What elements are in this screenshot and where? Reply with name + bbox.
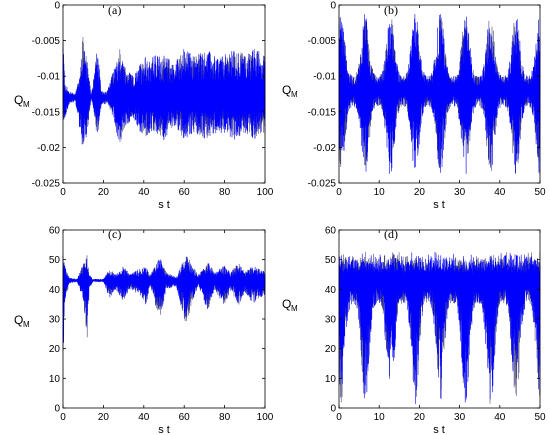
x-tick-label: 0 (60, 187, 66, 198)
y-tick-label: 60 (325, 226, 337, 237)
x-tick-label: 60 (179, 187, 191, 198)
series-line (338, 14, 541, 175)
series-line (62, 255, 266, 343)
x-tick-label: 0 (336, 187, 342, 198)
x-tick-label: 0 (336, 412, 342, 423)
y-tick-label: -0.015 (32, 107, 61, 118)
y-tick-label: -0.02 (37, 143, 60, 154)
y-tick-label: -0.005 (32, 36, 61, 47)
y-tick-label: 40 (49, 285, 61, 296)
panel-b-ylabel-sub: M (291, 90, 298, 99)
x-tick-label: 40 (138, 187, 150, 198)
x-tick-label: 20 (98, 187, 110, 198)
y-tick-label: 20 (49, 344, 61, 355)
panel-d-label: (d) (384, 227, 398, 241)
y-tick-label: 0 (54, 1, 60, 12)
x-tick-label: 100 (257, 187, 274, 198)
y-tick-label: 0 (330, 1, 336, 12)
x-tick-label: 10 (374, 187, 386, 198)
y-tick-label: 30 (49, 315, 61, 326)
y-tick-label: -0.02 (313, 143, 336, 154)
x-tick-label: 50 (534, 412, 546, 423)
y-tick-label: 30 (325, 315, 337, 326)
y-tick-label: 60 (49, 226, 61, 237)
panel-b-xlabel: s t (433, 199, 445, 211)
series-line (62, 47, 266, 145)
x-tick-label: 40 (138, 412, 150, 423)
panel-b-ylabel: Q (282, 83, 291, 97)
panel-a: (a) Q M s t 0 20 40 60 80 100 -0.025 -0.02 -0.01… (14, 1, 274, 212)
panel-a-ylabel-sub: M (23, 100, 30, 109)
panel-c-xlabel: s t (158, 424, 170, 435)
plot-frame (62, 4, 266, 184)
panel-b-label: (b) (384, 3, 398, 17)
panel-c-ylabel: Q (14, 313, 23, 327)
y-tick-label: 0 (54, 404, 60, 415)
y-tick-label: -0.005 (308, 36, 337, 47)
y-tick-label: 10 (325, 374, 337, 385)
panel-a-xlabel: s t (158, 199, 170, 211)
x-tick-label: 50 (534, 187, 546, 198)
plot-frame (62, 229, 266, 409)
panel-b-plot: 0 10 20 30 40 50 -0.025 -0.02 -0.015 -0.01 -0.005 0 (308, 1, 546, 199)
panel-d: (d) Q M s t 0 10 20 30 40 50 0 10 20 30 40 50 60 (282, 226, 546, 435)
panel-c-label: (c) (108, 227, 121, 241)
panel-d-ylabel-sub: M (291, 304, 298, 313)
panel-d-plot: 0 10 20 30 40 50 0 10 20 30 40 50 60 (325, 226, 546, 424)
x-tick-label: 10 (374, 412, 386, 423)
x-tick-label: 0 (60, 412, 66, 423)
panel-a-plot: 0 20 40 60 80 100 -0.025 -0.02 -0.015 -0.01 -0.005… (32, 1, 274, 199)
panel-d-xlabel: s t (433, 424, 445, 435)
x-tick-label: 40 (494, 412, 506, 423)
panel-a-label: (a) (108, 3, 121, 17)
x-tick-label: 60 (179, 412, 191, 423)
panel-b: (b) Q M s t 0 10 20 30 40 50 -0.025 -0.02 -0.015… (282, 1, 546, 212)
panel-c-plot: 0 20 40 60 80 100 0 10 20 30 40 50 60 (49, 226, 274, 424)
x-tick-label: 30 (454, 412, 466, 423)
panel-c-ylabel-sub: M (23, 320, 30, 329)
x-tick-label: 40 (494, 187, 506, 198)
y-tick-label: 50 (49, 255, 61, 266)
x-tick-label: 80 (219, 412, 231, 423)
series-line (338, 251, 541, 404)
x-tick-label: 80 (219, 187, 231, 198)
x-tick-label: 20 (414, 187, 426, 198)
y-tick-label: -0.025 (308, 179, 337, 190)
panel-c: (c) Q M s t 0 20 40 60 80 100 0 10 20 30 40 50 60 (14, 226, 274, 435)
y-tick-label: -0.01 (313, 72, 336, 83)
y-tick-label: 20 (325, 344, 337, 355)
x-tick-label: 30 (454, 187, 466, 198)
x-tick-label: 100 (257, 412, 274, 423)
x-tick-label: 20 (414, 412, 426, 423)
y-tick-label: 10 (49, 374, 61, 385)
y-tick-label: -0.01 (37, 72, 60, 83)
y-tick-label: 50 (325, 255, 337, 266)
y-tick-label: 40 (325, 285, 337, 296)
panel-a-ylabel: Q (14, 93, 23, 107)
y-tick-label: 0 (330, 404, 336, 415)
plot-frame (338, 4, 541, 184)
panel-d-ylabel: Q (282, 297, 291, 311)
y-tick-label: -0.025 (32, 179, 61, 190)
x-tick-label: 20 (98, 412, 110, 423)
y-tick-label: -0.015 (308, 107, 337, 118)
